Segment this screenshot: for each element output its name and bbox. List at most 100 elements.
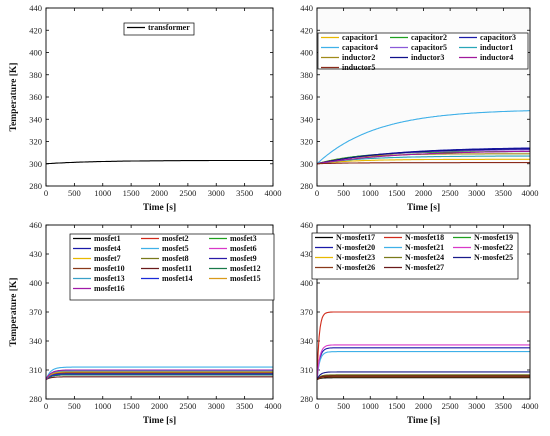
legend-entry-N-mosfet18: N-mosfet18 bbox=[405, 233, 444, 242]
x-tick-label: 2500 bbox=[179, 188, 196, 198]
x-tick-label: 2500 bbox=[179, 401, 196, 411]
y-tick-label: 400 bbox=[29, 48, 42, 58]
legend-entry-mosfet1: mosfet1 bbox=[94, 234, 121, 243]
legend-entry-N-mosfet22: N-mosfet22 bbox=[474, 243, 513, 252]
y-tick-label: 340 bbox=[300, 114, 313, 124]
y-tick-label: 430 bbox=[300, 249, 313, 259]
legend-entry-N-mosfet24: N-mosfet24 bbox=[405, 253, 444, 262]
series-line-mosfet12 bbox=[46, 374, 273, 381]
series-line-inductor1 bbox=[317, 155, 530, 165]
x-tick-label: 3500 bbox=[495, 401, 512, 411]
series-line-N-mosfet18 bbox=[317, 311, 530, 380]
plot-area bbox=[46, 8, 273, 186]
y-tick-label: 460 bbox=[300, 220, 313, 230]
x-tick-label: 2000 bbox=[151, 188, 168, 198]
legend-entry-mosfet4: mosfet4 bbox=[94, 244, 121, 253]
chart-panel-4: 0 500 1000 1500 2000 2500 3000 3500 4000 280 310 34… bbox=[300, 220, 538, 426]
series-line-inductor3 bbox=[317, 148, 530, 165]
x-axis-label: Time [s] bbox=[407, 416, 440, 426]
series-line-N-mosfet21 bbox=[317, 351, 530, 380]
x-tick-label: 2000 bbox=[415, 401, 432, 411]
y-tick-label: 310 bbox=[29, 365, 42, 375]
y-tick-label: 360 bbox=[29, 92, 42, 102]
y-tick-label: 280 bbox=[300, 181, 313, 191]
x-axis-label: Time [s] bbox=[407, 203, 440, 213]
legend-entry-N-mosfet19: N-mosfet19 bbox=[474, 233, 513, 242]
legend: capacitor1 capacitor2 capacitor3 capacitor4… bbox=[317, 32, 529, 72]
y-tick-label: 380 bbox=[29, 70, 42, 80]
y-tick-label: 420 bbox=[300, 25, 313, 35]
legend-entry-mosfet15: mosfet15 bbox=[230, 274, 261, 283]
y-tick-label: 440 bbox=[300, 3, 313, 13]
series-line-N-mosfet25 bbox=[317, 371, 530, 380]
y-tick-label: 370 bbox=[29, 307, 42, 317]
legend-entry-capacitor3: capacitor3 bbox=[480, 33, 516, 42]
legend-entry-mosfet10: mosfet10 bbox=[94, 264, 125, 273]
legend-entry-capacitor1: capacitor1 bbox=[342, 33, 378, 42]
legend-entry-mosfet6: mosfet6 bbox=[230, 244, 257, 253]
legend-entry-mosfet16: mosfet16 bbox=[94, 284, 125, 293]
series-line-N-mosfet26 bbox=[317, 376, 530, 381]
x-tick-label: 1000 bbox=[362, 188, 379, 198]
y-tick-label: 280 bbox=[29, 181, 42, 191]
legend-entry-capacitor2: capacitor2 bbox=[411, 33, 447, 42]
legend-entry-N-mosfet21: N-mosfet21 bbox=[405, 243, 444, 252]
legend-entry-mosfet14: mosfet14 bbox=[162, 274, 193, 283]
legend-entry-transformer: transformer bbox=[148, 23, 190, 32]
y-tick-label: 320 bbox=[29, 137, 42, 147]
y-tick-label: 420 bbox=[29, 25, 42, 35]
x-tick-label: 0 bbox=[44, 401, 48, 411]
chart-panel-2: 0 500 1000 1500 2000 2500 3000 3500 4000 280 300 32… bbox=[300, 3, 538, 213]
legend-entry-mosfet8: mosfet8 bbox=[162, 254, 189, 263]
series-line-transformer bbox=[46, 159, 273, 165]
y-tick-label: 430 bbox=[29, 249, 42, 259]
y-tick-label: 360 bbox=[300, 92, 313, 102]
legend: transformer bbox=[123, 22, 195, 36]
legend-entry-mosfet9: mosfet9 bbox=[230, 254, 257, 263]
x-tick-label: 1500 bbox=[388, 188, 405, 198]
legend-entry-mosfet5: mosfet5 bbox=[162, 244, 189, 253]
x-tick-label: 4000 bbox=[265, 401, 282, 411]
legend-box bbox=[69, 233, 275, 301]
x-tick-label: 1000 bbox=[362, 401, 379, 411]
legend-entry-inductor4: inductor4 bbox=[480, 53, 513, 62]
y-axis-label: Temperature [K] bbox=[9, 63, 19, 132]
x-tick-label: 0 bbox=[315, 401, 319, 411]
legend-entry-inductor3: inductor3 bbox=[411, 53, 444, 62]
x-tick-label: 2500 bbox=[442, 188, 459, 198]
x-axis-label: Time [s] bbox=[143, 416, 176, 426]
y-tick-label: 280 bbox=[300, 394, 313, 404]
series-line-inductor5 bbox=[317, 162, 530, 165]
x-tick-label: 1000 bbox=[94, 401, 111, 411]
x-axis-label: Time [s] bbox=[143, 203, 176, 213]
series-line-mosfet13 bbox=[46, 370, 273, 380]
x-tick-label: 4000 bbox=[522, 188, 539, 198]
plot-frame bbox=[45, 7, 274, 187]
x-tick-label: 0 bbox=[44, 188, 48, 198]
legend-entry-N-mosfet25: N-mosfet25 bbox=[474, 253, 513, 262]
x-tick-label: 4000 bbox=[522, 401, 539, 411]
y-tick-label: 320 bbox=[300, 137, 313, 147]
x-tick-label: 3000 bbox=[208, 188, 225, 198]
x-tick-label: 1500 bbox=[123, 401, 140, 411]
x-tick-label: 2000 bbox=[151, 401, 168, 411]
legend-entry-N-mosfet27: N-mosfet27 bbox=[405, 263, 444, 272]
plot-frame bbox=[316, 224, 531, 400]
series-line-mosfet14 bbox=[46, 373, 273, 381]
x-tick-label: 1000 bbox=[94, 188, 111, 198]
y-axis-label: Temperature [K] bbox=[9, 278, 19, 347]
y-tick-label: 300 bbox=[300, 159, 313, 169]
legend-entry-mosfet12: mosfet12 bbox=[230, 264, 261, 273]
x-tick-label: 3000 bbox=[468, 401, 485, 411]
x-tick-label: 1500 bbox=[388, 401, 405, 411]
x-tick-label: 1500 bbox=[123, 188, 140, 198]
y-tick-label: 460 bbox=[29, 220, 42, 230]
x-tick-label: 500 bbox=[337, 401, 350, 411]
x-tick-label: 3500 bbox=[236, 188, 253, 198]
series-line-N-mosfet20 bbox=[317, 347, 530, 380]
legend: N-mosfet17 N-mosfet18 N-mosfet19 N-mosfet20… bbox=[311, 232, 519, 280]
legend-entry-N-mosfet26: N-mosfet26 bbox=[336, 263, 375, 272]
y-tick-label: 370 bbox=[300, 307, 313, 317]
x-tick-label: 3500 bbox=[236, 401, 253, 411]
